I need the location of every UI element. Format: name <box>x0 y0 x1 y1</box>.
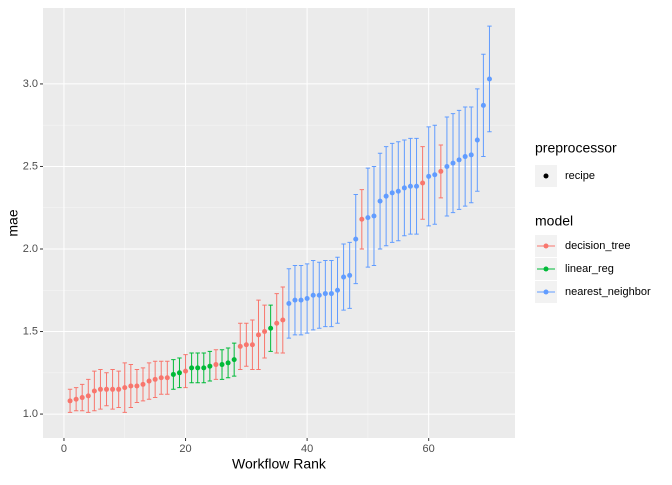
point <box>164 375 170 381</box>
point <box>128 383 134 389</box>
x-tick-label: 40 <box>301 443 313 455</box>
point <box>207 363 213 369</box>
point <box>292 297 298 303</box>
point <box>134 383 140 389</box>
legend-title: preprocessor <box>535 140 617 156</box>
point <box>328 291 334 297</box>
point <box>104 386 110 392</box>
x-axis-title: Workflow Rank <box>232 456 327 472</box>
point <box>474 137 480 143</box>
point <box>407 183 413 189</box>
point <box>79 395 85 401</box>
point <box>225 360 231 366</box>
point <box>91 388 97 394</box>
point <box>280 317 286 323</box>
legend-label: decision_tree <box>565 240 630 252</box>
legend: recipe decision_tree linear_reg nearest_nei… <box>535 165 651 303</box>
point <box>353 236 359 242</box>
legend-label: linear_reg <box>565 263 614 275</box>
point <box>462 154 468 160</box>
y-tick-label: 2.5 <box>23 160 38 172</box>
point <box>152 376 158 382</box>
point <box>97 386 103 392</box>
point <box>140 381 146 387</box>
point <box>365 215 371 221</box>
point <box>377 198 383 204</box>
point <box>237 343 243 349</box>
legend-symbol <box>543 243 549 249</box>
point <box>450 160 456 166</box>
point <box>213 362 219 368</box>
point <box>310 292 316 298</box>
point <box>122 385 128 391</box>
point <box>383 193 389 199</box>
point <box>347 272 353 278</box>
point <box>189 365 195 371</box>
point <box>255 332 261 338</box>
point <box>371 213 377 219</box>
point <box>316 292 322 298</box>
point <box>359 216 365 222</box>
y-axis-title: mae <box>5 209 21 236</box>
point <box>304 296 310 302</box>
point <box>67 398 73 404</box>
point <box>426 173 432 179</box>
point <box>146 378 152 384</box>
point <box>322 291 328 297</box>
point <box>183 368 189 374</box>
point <box>85 393 91 399</box>
legend-title: model <box>535 213 573 229</box>
x-tick-label: 60 <box>423 443 435 455</box>
point <box>274 320 280 326</box>
y-tick-label: 3.0 <box>23 78 38 90</box>
x-tick-label: 20 <box>179 443 191 455</box>
point <box>389 190 395 196</box>
point <box>395 188 401 194</box>
point <box>170 371 176 377</box>
point <box>432 172 438 178</box>
point <box>420 180 426 186</box>
point <box>231 357 237 363</box>
legend-label: nearest_neighbor <box>565 286 651 298</box>
y-tick-label: 1.5 <box>23 325 38 337</box>
point <box>249 342 255 348</box>
point <box>219 362 225 368</box>
point <box>456 157 462 163</box>
x-tick-label: 0 <box>61 443 67 455</box>
point <box>414 183 420 189</box>
point <box>176 370 182 376</box>
point <box>195 365 201 371</box>
point <box>268 325 274 331</box>
point <box>486 76 492 82</box>
y-tick-label: 1.0 <box>23 408 38 420</box>
legend-symbol <box>543 173 549 179</box>
point <box>298 297 304 303</box>
legend-symbol <box>543 289 549 295</box>
point <box>480 102 486 108</box>
marks <box>67 25 492 413</box>
point <box>468 152 474 158</box>
point <box>438 168 444 174</box>
legend-symbol <box>543 266 549 272</box>
point <box>286 300 292 306</box>
point <box>401 185 407 191</box>
point <box>243 342 249 348</box>
point <box>110 386 116 392</box>
point <box>262 329 268 335</box>
point <box>341 274 347 280</box>
point <box>444 163 450 169</box>
panel <box>43 8 515 438</box>
point <box>73 396 79 402</box>
point <box>335 287 341 293</box>
y-tick-label: 2.0 <box>23 243 38 255</box>
point <box>116 386 122 392</box>
point <box>201 365 207 371</box>
legend-label: recipe <box>565 170 595 182</box>
point <box>158 375 164 381</box>
